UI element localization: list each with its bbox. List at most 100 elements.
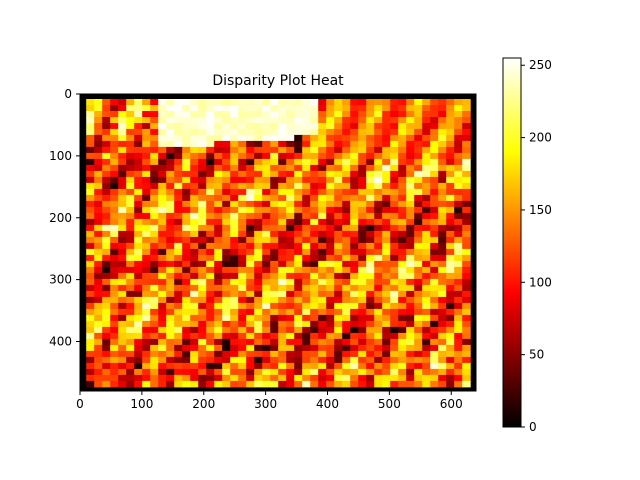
heatmap-cell	[126, 380, 135, 388]
heatmap-cell	[142, 99, 151, 106]
heatmap-cell	[134, 272, 143, 280]
heatmap-cell	[342, 368, 351, 376]
heatmap-cell	[198, 248, 207, 256]
heatmap-cell	[318, 200, 327, 208]
heatmap-cell	[462, 206, 471, 214]
heatmap-cell	[150, 302, 159, 310]
heatmap-cell	[414, 170, 423, 178]
heatmap-cell	[270, 380, 279, 388]
heatmap-cell	[166, 152, 175, 160]
heatmap-cell	[390, 380, 399, 388]
heatmap-cell	[382, 200, 391, 208]
heatmap-cell	[94, 326, 103, 334]
heatmap-cell	[190, 296, 199, 304]
heatmap-cell	[238, 206, 247, 214]
heatmap-cell	[318, 111, 327, 118]
heatmap-cell	[318, 266, 327, 274]
heatmap-cell	[86, 254, 95, 262]
heatmap-cell	[118, 326, 127, 334]
heatmap-cell	[374, 380, 383, 388]
heatmap-cell	[414, 302, 423, 310]
heatmap-cell	[446, 362, 455, 370]
heatmap-cell	[302, 362, 311, 370]
heatmap-cell	[358, 290, 367, 298]
heatmap-cell	[414, 350, 423, 358]
heatmap-cell	[190, 350, 199, 358]
heatmap-cell	[326, 188, 335, 196]
heatmap-cell	[118, 272, 127, 280]
heatmap-cell	[262, 146, 271, 154]
heatmap-cell	[118, 236, 127, 244]
heatmap-cell	[238, 134, 247, 142]
heatmap-cell	[126, 140, 135, 148]
heatmap-cell	[126, 105, 135, 112]
heatmap-cell	[302, 188, 311, 196]
heatmap-cell	[230, 111, 239, 118]
heatmap-cell	[358, 146, 367, 154]
heatmap-cell	[310, 230, 319, 238]
heatmap-cell	[118, 117, 127, 124]
heatmap-cell	[390, 224, 399, 232]
heatmap-cell	[262, 111, 271, 118]
heatmap-cell	[94, 111, 103, 118]
heatmap-cell	[310, 368, 319, 376]
heatmap-cell	[462, 105, 471, 112]
heatmap-cell	[302, 105, 311, 112]
heatmap-cell	[446, 206, 455, 214]
heatmap-cell	[222, 326, 231, 334]
heatmap-cell	[246, 230, 255, 238]
heatmap-cell	[126, 344, 135, 352]
heatmap-cell	[238, 224, 247, 232]
heatmap-cell	[126, 320, 135, 328]
heatmap-cell	[422, 128, 431, 136]
heatmap-cell	[318, 374, 327, 382]
heatmap-cell	[246, 176, 255, 184]
heatmap-cell	[206, 380, 215, 388]
heatmap-cell	[294, 194, 303, 202]
heatmap-cell	[278, 176, 287, 184]
heatmap-cell	[350, 242, 359, 250]
heatmap-cell	[222, 236, 231, 244]
heatmap-cell	[246, 344, 255, 352]
heatmap-cell	[446, 123, 455, 130]
heatmap-cell	[398, 290, 407, 298]
heatmap-cell	[294, 356, 303, 364]
heatmap-cell	[318, 140, 327, 148]
heatmap-cell	[366, 356, 375, 364]
heatmap-cell	[462, 272, 471, 280]
heatmap-cell	[294, 99, 303, 106]
heatmap-cell	[390, 374, 399, 382]
heatmap-cell	[366, 314, 375, 322]
heatmap-cell	[382, 248, 391, 256]
heatmap-cell	[334, 368, 343, 376]
heatmap-cell	[190, 134, 199, 142]
heatmap-cell	[406, 230, 415, 238]
heatmap-cell	[390, 248, 399, 256]
heatmap-cell	[438, 111, 447, 118]
heatmap-cell	[182, 356, 191, 364]
heatmap-cell	[230, 272, 239, 280]
heatmap-cell	[286, 308, 295, 316]
heatmap-cell	[158, 224, 167, 232]
heatmap-cell	[310, 99, 319, 106]
heatmap-cell	[462, 182, 471, 190]
heatmap-cell	[326, 368, 335, 376]
heatmap-cell	[398, 123, 407, 130]
heatmap-cell	[358, 194, 367, 202]
heatmap-cell	[254, 308, 263, 316]
heatmap-cell	[390, 206, 399, 214]
heatmap-cell	[118, 338, 127, 346]
heatmap-cell	[246, 134, 255, 142]
heatmap-cell	[302, 212, 311, 220]
heatmap-cell	[230, 368, 239, 376]
heatmap-cell	[390, 182, 399, 190]
heatmap-cell	[398, 194, 407, 202]
heatmap-cell	[326, 320, 335, 328]
heatmap-cell	[94, 338, 103, 346]
heatmap-cell	[318, 99, 327, 106]
heatmap-cell	[446, 320, 455, 328]
heatmap-cell	[422, 242, 431, 250]
heatmap-cell	[110, 212, 119, 220]
heatmap-cell	[350, 332, 359, 340]
heatmap-cell	[310, 302, 319, 310]
